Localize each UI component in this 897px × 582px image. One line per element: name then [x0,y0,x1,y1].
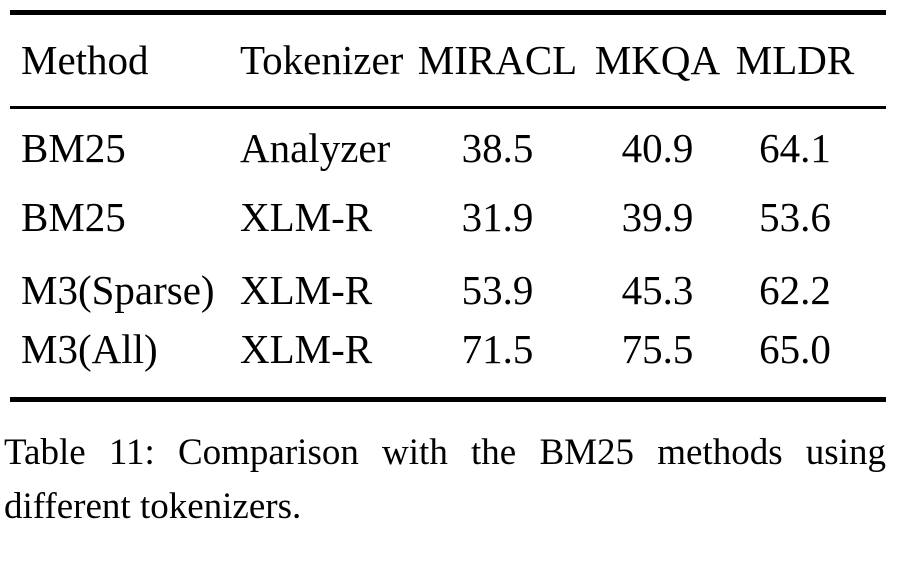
paper-table-figure: Method Tokenizer MIRACL MKQA MLDR BM25 A… [0,10,897,582]
cell-miracl: 38.5 [461,125,534,172]
col-header-mkqa: MKQA [594,37,721,83]
table-row: BM25 XLM-R 31.9 39.9 53.6 [10,181,886,254]
results-table: Method Tokenizer MIRACL MKQA MLDR BM25 A… [10,10,886,402]
cell-miracl: 71.5 [461,326,534,373]
cell-mldr: 64.1 [759,125,831,172]
cell-tokenizer: XLM-R [240,266,373,313]
cell-mkqa: 40.9 [621,125,694,172]
cell-method: BM25 [21,125,126,172]
cell-tokenizer: XLM-R [240,326,373,373]
cell-mldr: 62.2 [759,266,831,313]
cell-mldr: 65.0 [759,326,831,373]
col-header-mldr: MLDR [735,37,855,83]
table-row: M3(All) XLM-R 71.5 75.5 65.0 [10,327,886,400]
table-header: Method Tokenizer MIRACL MKQA MLDR [10,13,886,108]
cell-miracl: 53.9 [461,266,534,313]
cell-miracl: 31.9 [461,193,534,240]
table-row: M3(Sparse) XLM-R 53.9 45.3 62.2 [10,254,886,327]
cell-method: M3(Sparse) [21,266,215,313]
cell-tokenizer: Analyzer [240,125,391,172]
cell-method: BM25 [21,193,126,240]
table-row: BM25 Analyzer 38.5 40.9 64.1 [10,108,886,181]
cell-mkqa: 39.9 [621,193,694,240]
cell-method: M3(All) [21,326,158,373]
cell-tokenizer: XLM-R [240,193,373,240]
col-header-tokenizer: Tokenizer [240,37,404,83]
table-caption: Table 11: Comparison with the BM25 metho… [4,432,886,527]
col-header-method: Method [21,37,149,83]
col-header-miracl: MIRACL [417,37,578,83]
header-row: Method Tokenizer MIRACL MKQA MLDR [10,13,886,108]
cell-mkqa: 75.5 [621,326,694,373]
cell-mldr: 53.6 [759,193,831,240]
table-body: BM25 Analyzer 38.5 40.9 64.1 BM25 XLM-R … [10,108,886,400]
cell-mkqa: 45.3 [621,266,694,313]
